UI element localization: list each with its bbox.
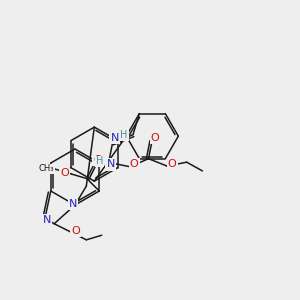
Text: O: O xyxy=(94,154,102,164)
Text: O: O xyxy=(130,159,139,169)
Text: O: O xyxy=(168,159,176,169)
Text: N: N xyxy=(69,199,77,209)
Text: H: H xyxy=(96,157,103,166)
Text: N: N xyxy=(43,215,51,225)
Text: N: N xyxy=(106,160,115,170)
Text: CH₃: CH₃ xyxy=(39,164,54,173)
Text: O: O xyxy=(71,226,80,236)
Text: H: H xyxy=(120,130,128,140)
Text: O: O xyxy=(151,133,159,143)
Text: N: N xyxy=(110,133,119,143)
Text: O: O xyxy=(60,168,69,178)
